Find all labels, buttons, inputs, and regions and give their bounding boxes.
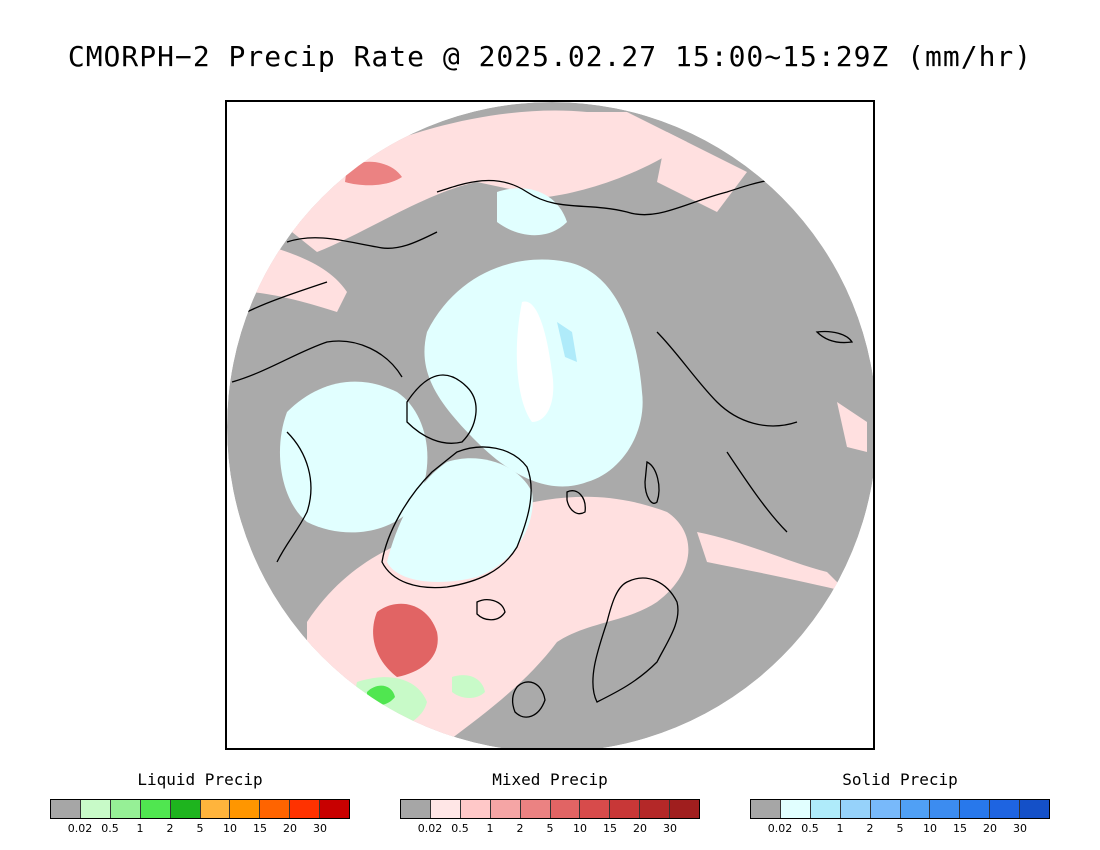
cyan-region-pole [516,301,554,422]
legend-swatch [290,800,321,818]
legend-tick-label: 30 [663,822,677,835]
legend-swatch [460,800,491,818]
legend-liquid-ticks: 0.02 0.5 1 2 5 10 15 20 30 [50,822,350,836]
legend-tick-label: 2 [866,822,874,835]
legend-tick-label: 20 [283,822,297,835]
legend-tick-label: 10 [923,822,937,835]
coast-scandinavia [592,577,679,703]
legend-swatch [550,800,581,818]
pink-region-far-east [837,402,867,452]
legend-tick-label: 15 [603,822,617,835]
map-disk [227,102,873,748]
legend-tick-label: 2 [166,822,174,835]
legend-swatch [670,800,700,818]
map-panel [225,100,875,750]
legend-mixed-swatches [400,799,700,819]
legend-tick-label: 0.02 [417,822,443,835]
legend-swatch [230,800,261,818]
legend-tick-label: 0.5 [451,822,469,835]
cyan-region-streak [557,322,577,362]
legend-solid-title: Solid Precip [842,770,958,789]
green-region-europe [452,675,485,698]
pink-region-north-core [345,161,402,186]
legend-tick-label: 20 [633,822,647,835]
legend-swatch [140,800,171,818]
solid-precip-regions [279,188,643,582]
coast-canadian-islands [406,374,477,444]
polar-map [227,102,873,748]
legend-swatch [840,800,871,818]
legend-swatch [580,800,611,818]
legend-tick-label: 20 [983,822,997,835]
cyan-region-siberia [497,188,567,236]
legend-swatch [900,800,931,818]
legend-swatch [960,800,991,818]
legend-mixed: Mixed Precip 0.02 0.5 1 2 5 10 15 20 30 [400,770,700,836]
legend-swatch [1020,800,1050,818]
coast-russia-north [656,331,798,533]
map-title: CMORPH−2 Precip Rate @ 2025.02.27 15:00~… [67,40,1033,73]
coast-british-isles [511,681,546,718]
legend-swatch [320,800,350,818]
legend-mixed-ticks: 0.02 0.5 1 2 5 10 15 20 30 [400,822,700,836]
coast-alaska [246,231,438,313]
coast-lake [815,330,854,344]
legend-tick-label: 1 [836,822,844,835]
legend-swatch [80,800,111,818]
legend-swatch [401,800,431,818]
legend-tick-label: 10 [573,822,587,835]
pink-region-storm-core [373,603,438,677]
legend-tick-label: 0.02 [767,822,793,835]
legend-solid: Solid Precip 0.02 0.5 1 2 5 10 15 20 30 [750,770,1050,836]
legend-tick-label: 1 [136,822,144,835]
legend-tick-label: 0.02 [67,822,93,835]
legend-swatch [520,800,551,818]
legend-tick-label: 0.5 [101,822,119,835]
legend-swatch [51,800,81,818]
legend-swatch [751,800,781,818]
legend-swatch [610,800,641,818]
legend-tick-label: 5 [546,822,554,835]
legend-swatch [490,800,521,818]
legend-swatch [810,800,841,818]
legend-swatch [930,800,961,818]
legend-solid-swatches [750,799,1050,819]
legend-tick-label: 10 [223,822,237,835]
legend-solid-ticks: 0.02 0.5 1 2 5 10 15 20 30 [750,822,1050,836]
coastlines [231,177,854,718]
legend-swatch [170,800,201,818]
legend-tick-label: 15 [953,822,967,835]
legend-swatch [870,800,901,818]
legend-tick-label: 15 [253,822,267,835]
cyan-region-canada [279,381,428,533]
legend-tick-label: 1 [486,822,494,835]
legend-swatch [990,800,1021,818]
legend-tick-label: 30 [313,822,327,835]
legend-swatch [200,800,231,818]
legend-tick-label: 0.5 [801,822,819,835]
legend-liquid-title: Liquid Precip [137,770,263,789]
legend-swatch [640,800,671,818]
legend-swatch [260,800,291,818]
coast-novaya-zemlya [644,460,660,504]
legend-liquid-swatches [50,799,350,819]
legend-swatch [110,800,141,818]
legend-tick-label: 30 [1013,822,1027,835]
legend-swatch [430,800,461,818]
pink-region-east [697,532,847,592]
cyan-region-greenland [387,458,533,582]
legend-tick-label: 2 [516,822,524,835]
legend-swatch [780,800,811,818]
coast-siberia [436,177,828,216]
legend-tick-label: 5 [196,822,204,835]
legend-liquid: Liquid Precip 0.02 0.5 1 2 5 10 15 20 30 [50,770,350,836]
coast-canada-mainland [231,340,403,563]
coast-svalbard [566,490,586,515]
legend-mixed-title: Mixed Precip [492,770,608,789]
legend-tick-label: 5 [896,822,904,835]
coast-iceland [476,599,506,621]
coast-greenland [381,446,532,589]
